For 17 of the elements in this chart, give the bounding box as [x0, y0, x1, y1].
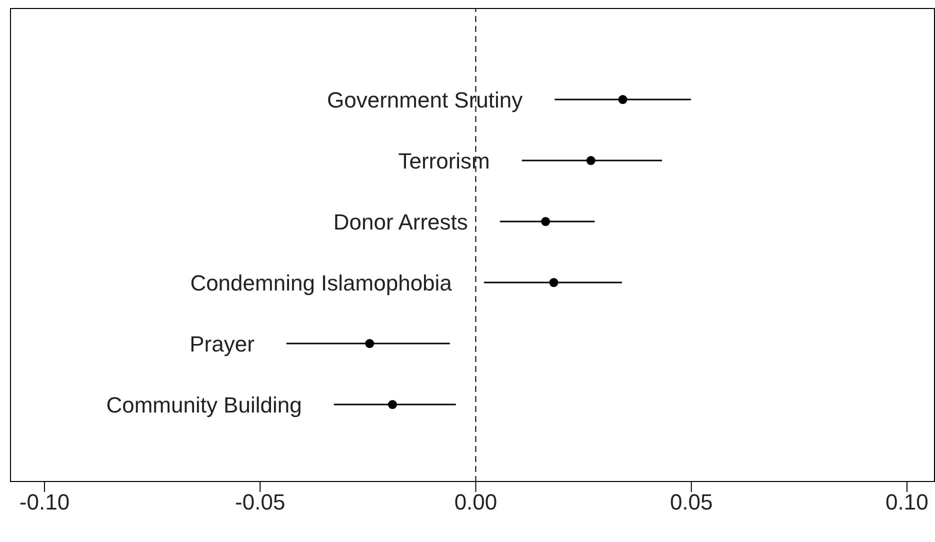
y-tick-label: Donor Arrests — [333, 210, 468, 235]
y-tick-label: Community Building — [106, 392, 302, 418]
x-tick-label: 0.00 — [454, 490, 498, 515]
point — [541, 217, 550, 226]
point — [365, 339, 374, 348]
point — [586, 156, 596, 166]
point — [618, 95, 628, 104]
x-tick-label: 0.10 — [886, 490, 928, 515]
x-tick-label: -0.05 — [235, 490, 286, 515]
y-tick-label: Government Srutiny — [327, 88, 523, 113]
y-tick-label: Prayer — [190, 332, 254, 357]
point — [388, 400, 398, 410]
y-tick-label: Condemning Islamophobia — [190, 270, 453, 296]
x-tick-label: 0.05 — [670, 490, 713, 515]
y-tick-label: Terrorism — [398, 148, 490, 174]
point — [549, 278, 558, 288]
x-tick-label: -0.10 — [19, 490, 70, 515]
